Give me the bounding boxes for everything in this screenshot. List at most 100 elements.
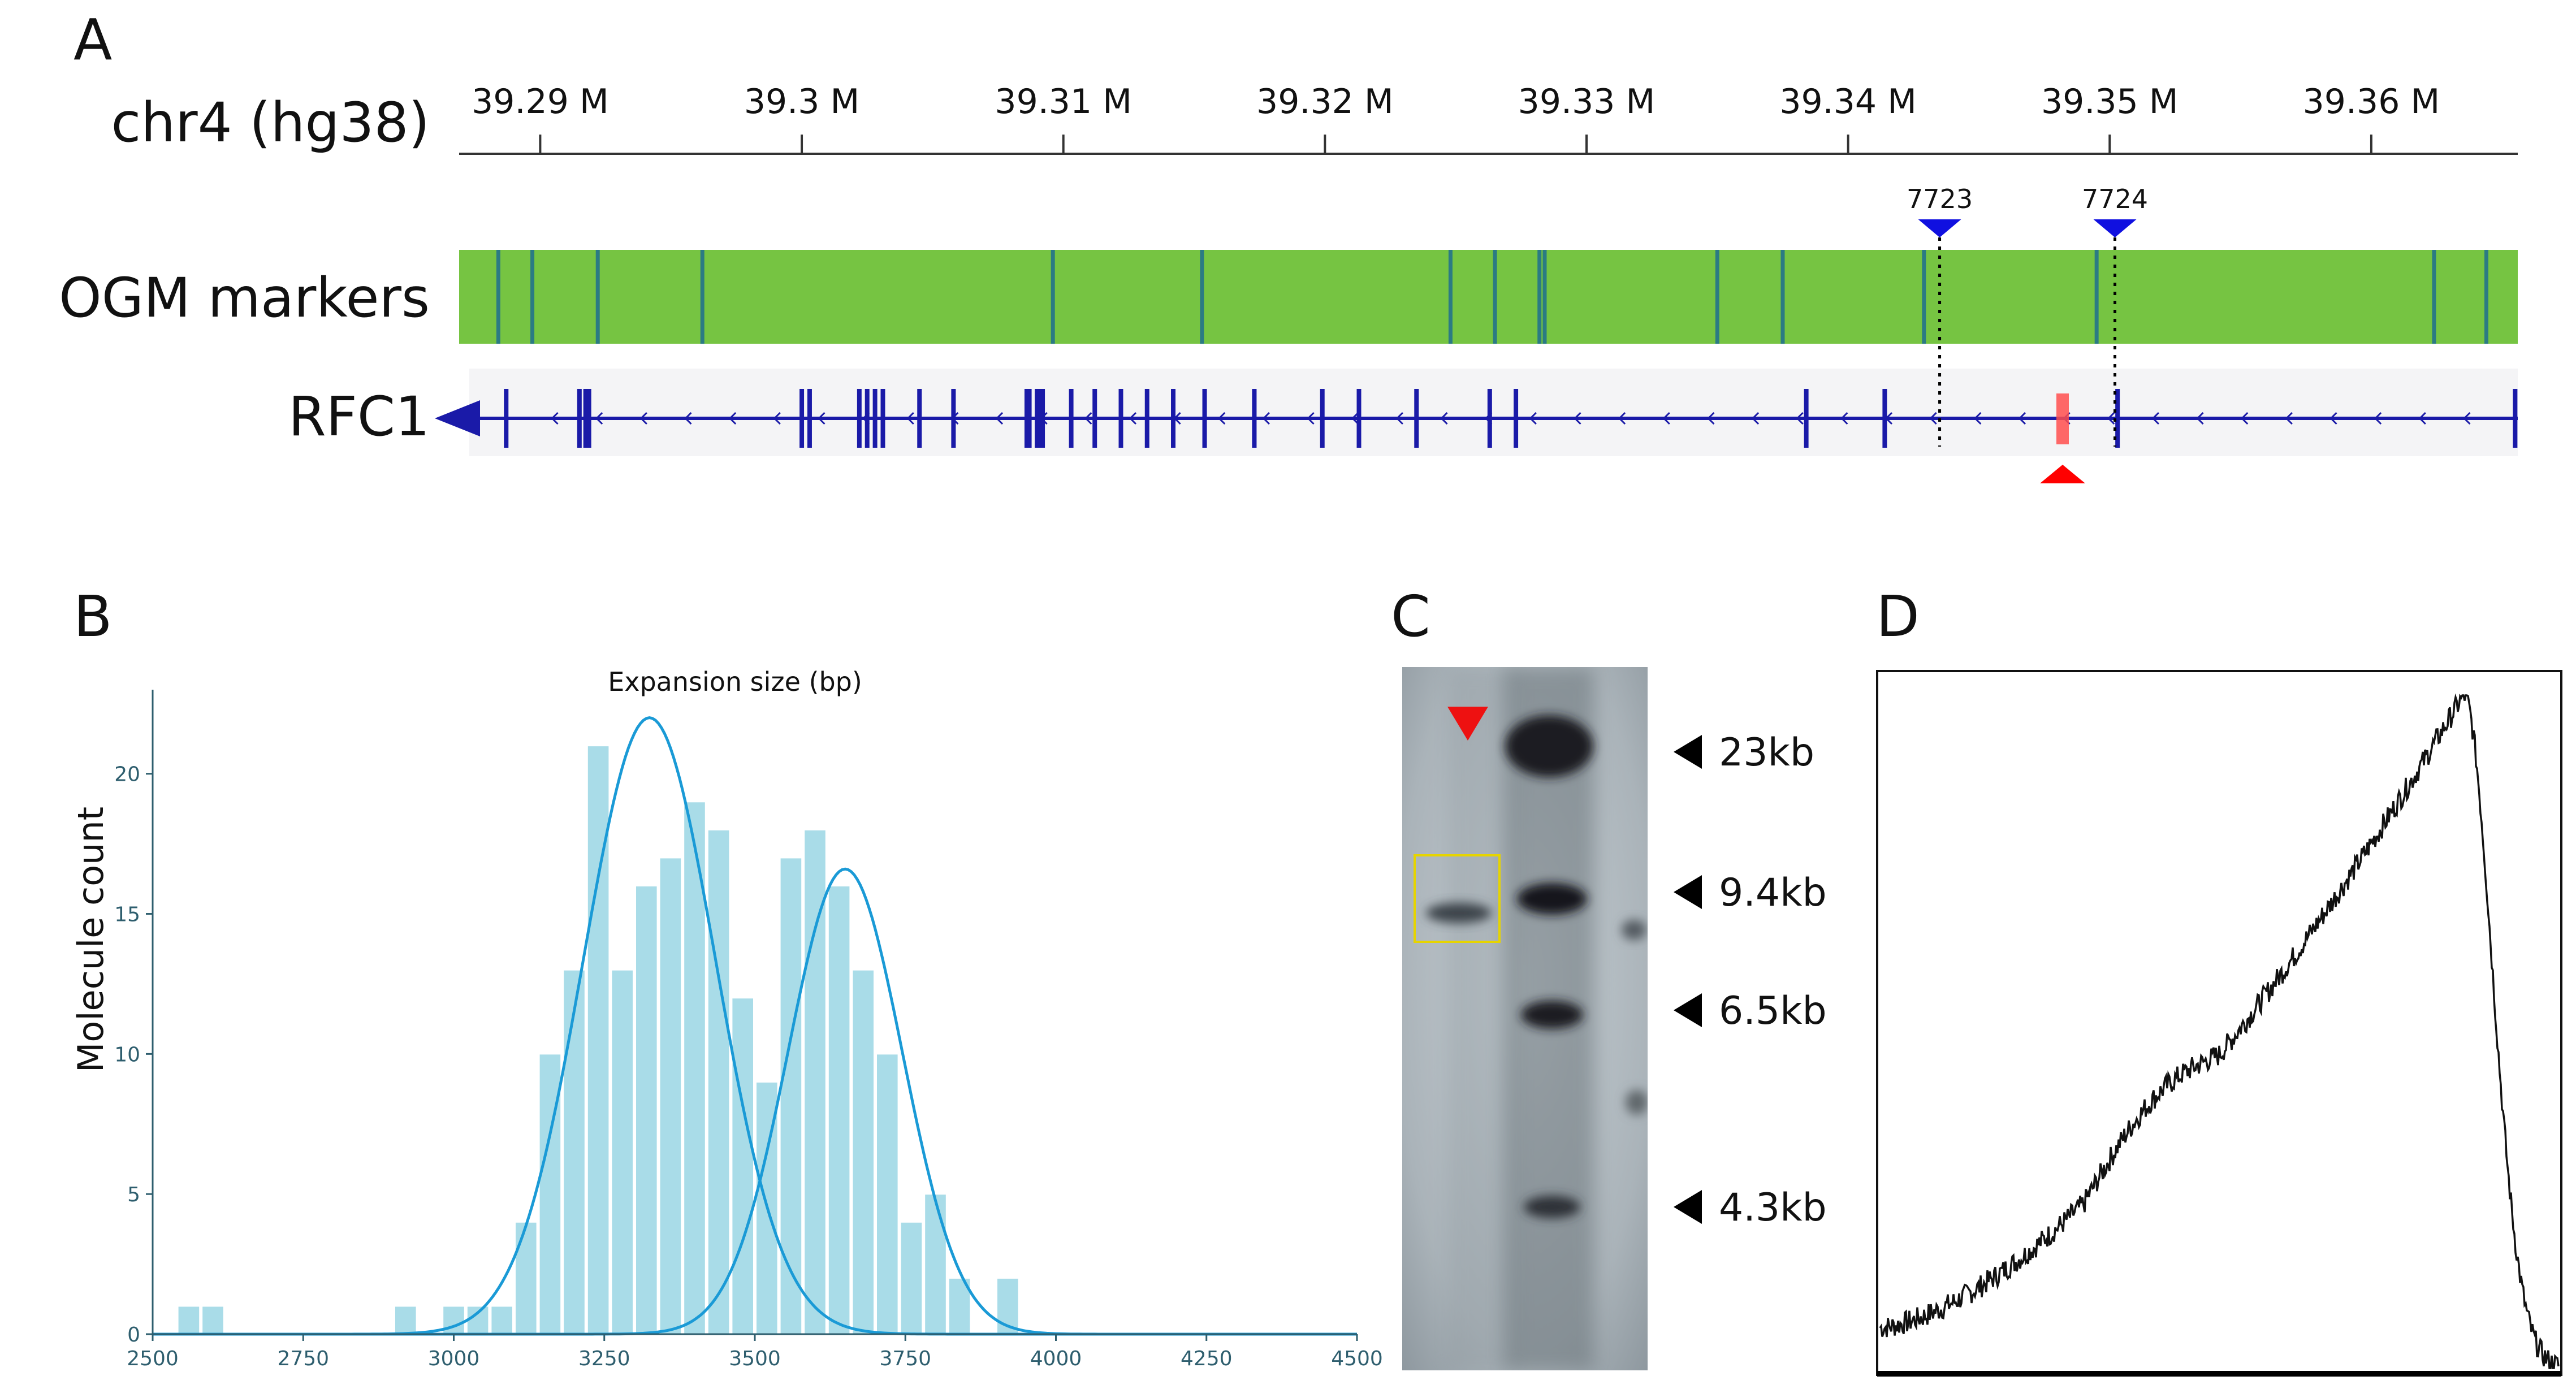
size-marker-label: 6.5kb <box>1719 989 1827 1033</box>
histogram-bars <box>177 745 1019 1335</box>
panel-c: C 23kb 9.4kb 6.5kb 4.3kb <box>1391 583 1827 1370</box>
fit-curves <box>153 716 1357 1336</box>
strand-chevron <box>2151 412 2159 425</box>
y-tick-label: 5 <box>127 1183 140 1206</box>
axis-tick-label: 39.32 M <box>1256 82 1394 122</box>
x-tick-label: 2750 <box>277 1347 329 1370</box>
histogram-bar <box>707 829 731 1335</box>
histogram-bar <box>731 997 755 1335</box>
axis-tick-label: 39.36 M <box>2303 82 2440 122</box>
exon <box>1252 389 1257 448</box>
exon <box>1024 389 1029 448</box>
histogram-bar <box>515 1221 538 1335</box>
gene-direction-arrow <box>435 400 481 436</box>
panel-b-label: B <box>74 583 113 650</box>
y-tick-label: 10 <box>114 1043 140 1066</box>
size-marker-arrowhead <box>1674 875 1702 909</box>
ladder-band-9-4kb <box>1517 883 1587 915</box>
histogram-bar <box>394 1305 417 1335</box>
strand-chevron <box>2463 412 2471 425</box>
histogram-bar <box>490 1305 514 1335</box>
histogram-bar <box>635 885 658 1335</box>
exon <box>1144 389 1149 448</box>
histogram-bar <box>803 829 827 1335</box>
histogram-bar <box>852 969 875 1335</box>
axis-tick-label: 39.33 M <box>1518 82 1656 122</box>
sample-band <box>1426 903 1492 923</box>
blot-spot <box>1626 1090 1648 1115</box>
chart-title: Expansion size (bp) <box>608 667 862 697</box>
size-marker-label: 23kb <box>1719 730 1814 775</box>
strand-chevron <box>729 412 737 425</box>
exon <box>1035 389 1045 448</box>
strand-chevron <box>1129 412 1137 425</box>
chart-axes: 2500 2750 3000 3250 3500 3750 4000 4250 4500 0 5 10… <box>114 690 1383 1370</box>
exon <box>1069 389 1074 448</box>
strand-chevron <box>1662 412 1670 425</box>
exon <box>865 389 870 448</box>
strand-chevron <box>2241 412 2249 425</box>
y-tick-label: 0 <box>127 1323 140 1347</box>
size-marker-label: 9.4kb <box>1719 871 1827 915</box>
exon <box>1514 389 1519 448</box>
histogram-bar <box>659 857 682 1335</box>
histogram-bar <box>177 1305 201 1335</box>
x-tick-label: 4250 <box>1181 1347 1233 1370</box>
exon <box>951 389 956 448</box>
ogm-markers-label: OGM markers <box>59 266 430 330</box>
strand-chevron <box>2196 412 2204 425</box>
exon <box>504 389 509 448</box>
exon <box>1320 389 1325 448</box>
exon <box>1171 389 1176 448</box>
axis-tick-label: 39.3 M <box>744 82 859 122</box>
x-tick-label: 2500 <box>127 1347 179 1370</box>
strand-chevron <box>1707 412 1715 425</box>
marker-id-label: 7723 <box>1907 184 1973 214</box>
x-tick-label: 4500 <box>1331 1347 1383 1370</box>
panel-a: A chr4 (hg38) OGM markers RFC1 39.29 M 39… <box>59 7 2518 483</box>
exon <box>1882 389 1887 448</box>
axis-tick-label: 39.34 M <box>1779 82 1917 122</box>
strand-chevron <box>2374 412 2382 425</box>
exon <box>1804 389 1809 448</box>
highlighted-markers: 7723 7724 <box>1907 184 2148 447</box>
exon <box>1356 389 1362 448</box>
expansion-site <box>2056 393 2069 444</box>
densitometry-trace <box>1879 693 2560 1369</box>
strand-chevron <box>2418 412 2426 425</box>
gene-label: RFC1 <box>288 385 430 448</box>
panel-b: B Expansion size (bp) Molecule count 250… <box>70 583 1383 1370</box>
strand-chevron <box>906 412 914 425</box>
strand-chevron <box>1084 412 1092 425</box>
strand-chevron <box>2107 412 2115 425</box>
strand-chevron <box>1307 412 1315 425</box>
strand-chevron <box>1929 412 1937 425</box>
histogram-bar <box>924 1193 947 1335</box>
strand-chevron <box>1574 412 1581 425</box>
ogm-marker-lines <box>496 250 2488 344</box>
strand-chevron <box>2018 412 2026 425</box>
strand-chevron <box>684 412 692 425</box>
strand-chevron <box>1395 412 1403 425</box>
histogram-bar <box>201 1305 224 1335</box>
strand-chevron <box>1796 412 1804 425</box>
exon <box>1118 389 1123 448</box>
x-tick-label: 3250 <box>578 1347 630 1370</box>
y-tick-label: 15 <box>114 903 140 927</box>
exon <box>1414 389 1419 448</box>
yellow-box <box>1414 854 1501 943</box>
exon <box>872 389 878 448</box>
marker-triangle <box>1918 219 1961 237</box>
strand-chevron <box>1840 412 1848 425</box>
strand-chevron <box>1529 412 1537 425</box>
panel-d: D <box>1876 583 2562 1377</box>
ogm-track <box>459 250 2518 344</box>
size-marker-labels: 23kb 9.4kb 6.5kb 4.3kb <box>1674 730 1827 1230</box>
strand-chevron <box>2285 412 2293 425</box>
gene-model <box>435 389 2518 448</box>
axis-tick-label: 39.31 M <box>995 82 1132 122</box>
x-tick-label: 4000 <box>1030 1347 1082 1370</box>
exon <box>807 389 812 448</box>
strand-chevron <box>1751 412 1760 425</box>
x-tick-label: 3750 <box>879 1347 931 1370</box>
